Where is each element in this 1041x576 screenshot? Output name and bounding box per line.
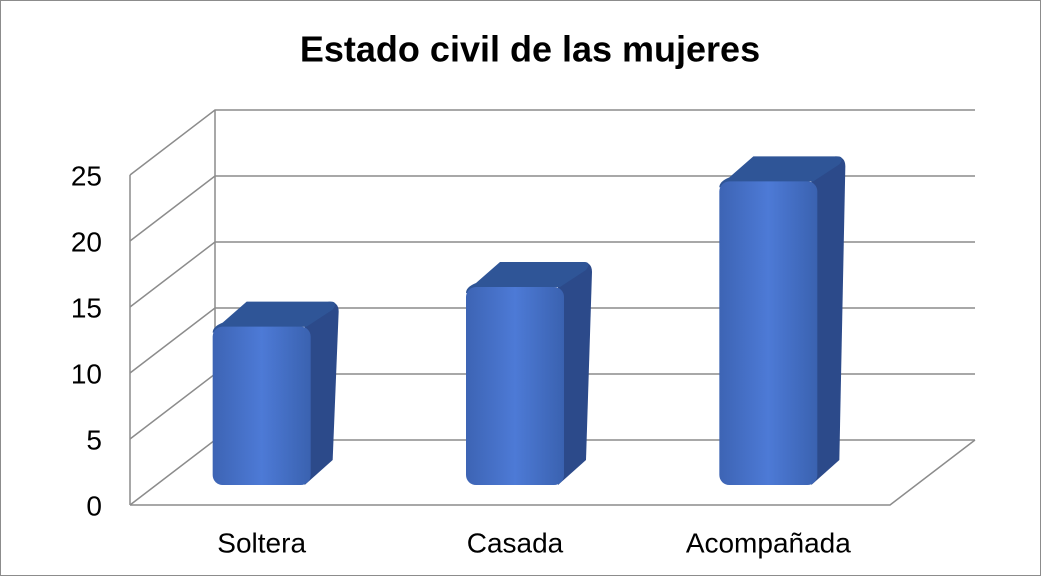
bar-side (558, 262, 592, 485)
bar-side (811, 156, 846, 485)
y-tick-label: 20 (71, 226, 102, 257)
y-tick-label: 0 (86, 490, 102, 521)
x-tick-label: Acompañada (686, 527, 851, 558)
y-tick-label: 5 (86, 424, 102, 455)
bar-top (466, 262, 589, 293)
bar-front (212, 326, 311, 485)
bar-front (719, 181, 818, 485)
bar-top (212, 301, 336, 333)
bar (719, 156, 846, 485)
grid-line (129, 109, 975, 176)
x-tick-label: Casada (467, 527, 564, 558)
grid-line (129, 175, 975, 242)
chart-title: Estado civil de las mujeres (300, 29, 760, 70)
bar-top (719, 156, 842, 188)
x-tick-label: Soltera (217, 527, 306, 558)
bar-side (304, 301, 339, 485)
y-tick-label: 15 (71, 292, 102, 323)
bar-front (466, 287, 564, 485)
floor-edge (130, 439, 976, 506)
bar (212, 301, 339, 485)
bar (466, 262, 592, 485)
y-tick-label: 10 (71, 358, 102, 389)
y-tick-label: 25 (71, 160, 102, 191)
